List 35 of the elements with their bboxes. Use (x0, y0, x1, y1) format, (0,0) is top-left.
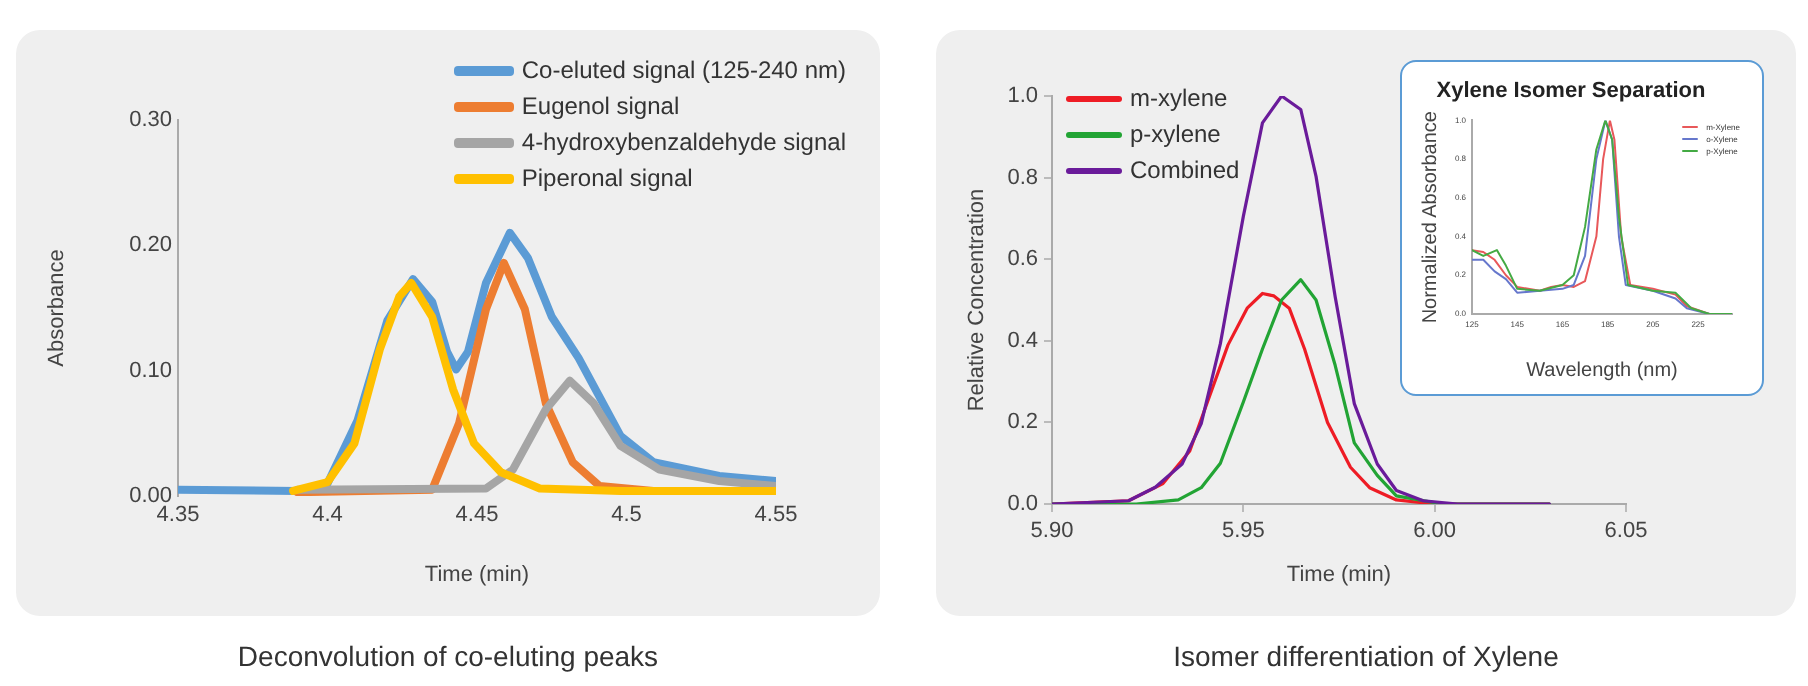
x-axis-title: Wavelength (nm) (1526, 359, 1678, 382)
y-tick-label: 0.4 (1007, 328, 1038, 353)
x-tick-label: 4.4 (312, 503, 343, 528)
legend-label: p-xylene (1130, 120, 1221, 148)
text: Deconvolution of co-eluting peaks (235, 640, 661, 672)
y-tick-label: 0.30 (129, 108, 172, 133)
y-tick-label: 0.10 (129, 358, 172, 383)
y-tick-label: 0.6 (1007, 247, 1038, 272)
y-tick-label: 1.0 (1007, 84, 1038, 109)
x-axis-title: Time (min) (1286, 562, 1392, 587)
legend-label: 4-hydroxybenzaldehyde signal (521, 128, 846, 156)
legend-label: m-xylene (1130, 84, 1228, 112)
y-axis-title: Relative Concentration (965, 188, 990, 412)
y-tick-label: 0.2 (1007, 410, 1038, 435)
legend-label: Eugenol signal (521, 92, 680, 120)
y-axis-title: Absorbance (45, 249, 70, 367)
x-tick-label: 4.45 (455, 503, 499, 528)
legend-label: Combined (1130, 156, 1240, 184)
x-tick-label: 5.95 (1221, 519, 1265, 544)
x-tick-label: 4.35 (156, 503, 200, 528)
chart-title: Xylene Isomer Separation (1436, 79, 1707, 104)
legend-label: Co-eluted signal (125-240 nm) (521, 56, 846, 84)
y-tick-label: 0.0 (1007, 492, 1038, 517)
legend-label: Piperonal signal (521, 164, 693, 192)
x-tick-label: 5.90 (1030, 519, 1074, 544)
x-tick-label: 4.5 (611, 503, 642, 528)
y-axis-title: Normalized Absorbance (1419, 110, 1442, 324)
x-tick-label: 4.55 (754, 503, 798, 528)
y-tick-label: 0.20 (129, 233, 172, 258)
x-tick-label: 6.00 (1413, 519, 1457, 544)
y-tick-label: 0.00 (129, 484, 172, 509)
y-tick-label: 0.8 (1007, 165, 1038, 190)
x-axis-title: Time (min) (424, 562, 530, 587)
text: Isomer differentiation of Xylene (1171, 640, 1561, 672)
x-tick-label: 6.05 (1604, 519, 1648, 544)
